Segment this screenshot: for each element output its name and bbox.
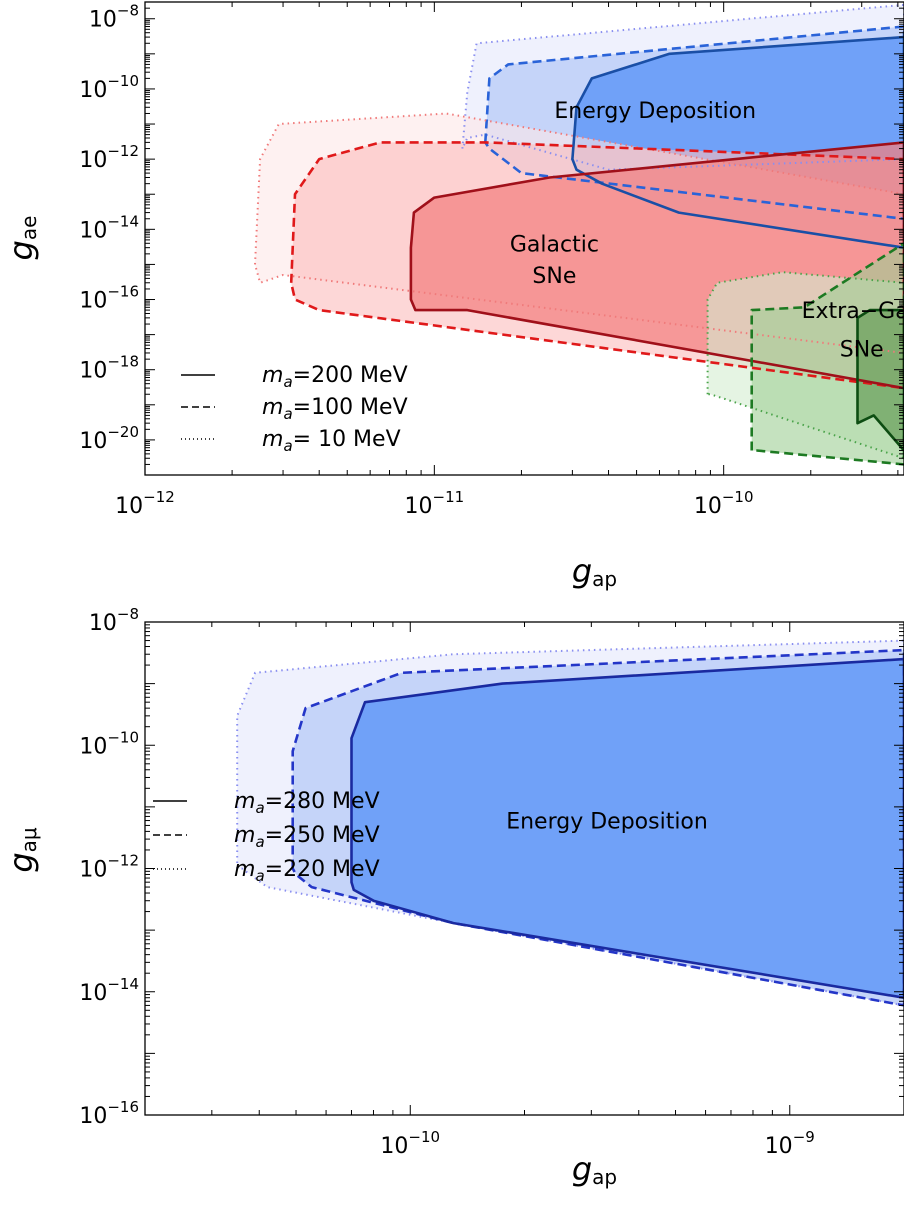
legend-label: ma=100 MeV xyxy=(262,395,408,423)
annotation-label: Extra−Gal. xyxy=(802,299,904,324)
y-axis-label: gaμ xyxy=(2,827,41,873)
x-axis-label: gap xyxy=(572,552,617,591)
region-fill-9 xyxy=(857,310,904,451)
plot-frame xyxy=(144,1,904,476)
panel-1: 10−12 10−11 10−10 10−8 10−10 10−12 10−14 10−16 1… xyxy=(2,1,904,591)
region-fill-3 xyxy=(351,659,904,998)
region-outline-2 xyxy=(483,25,904,221)
legend-label: ma=280 MeV xyxy=(234,789,380,817)
y-tick-label: 10−18 xyxy=(79,353,139,384)
x-tick-label: 10−10 xyxy=(380,1128,440,1159)
region-outline-8 xyxy=(750,242,904,466)
y-axis-label: gae xyxy=(2,216,41,261)
legend-label: ma=200 MeV xyxy=(262,363,408,391)
y-tick-label: 10−16 xyxy=(79,1098,139,1129)
plot-area xyxy=(236,639,904,1007)
plot-area xyxy=(254,3,904,466)
region-outline-3 xyxy=(350,657,904,1000)
annotation-label: Energy Deposition xyxy=(506,810,708,835)
x-axis-label: gap xyxy=(572,1150,617,1189)
y-tick-label: 10−10 xyxy=(79,728,139,759)
y-tick-label: 10−8 xyxy=(89,605,139,636)
x-tick-label: 10−12 xyxy=(115,488,175,519)
annotation-label: Energy Deposition xyxy=(554,99,756,124)
region-outline-6 xyxy=(409,141,904,390)
y-tick-label: 10−12 xyxy=(79,852,139,883)
region-outline-4 xyxy=(254,112,904,354)
y-tick-label: 10−14 xyxy=(79,975,139,1006)
region-outline-5 xyxy=(289,141,904,390)
legend-label: ma=220 MeV xyxy=(234,857,380,885)
panel-2: 10−10 10−9 10−8 10−10 10−12 10−14 10−16 gap gaμ E… xyxy=(2,605,904,1189)
legend-label: ma= 10 MeV xyxy=(262,427,401,455)
region-outline-3 xyxy=(571,35,904,249)
y-tick-label: 10−16 xyxy=(79,283,139,314)
x-tick-label: 10−11 xyxy=(405,488,465,519)
x-tick-label: 10−10 xyxy=(694,488,754,519)
annotation-label: Galactic xyxy=(510,232,599,257)
region-outline-9 xyxy=(856,308,904,452)
y-tick-label: 10−12 xyxy=(79,142,139,173)
y-tick-label: 10−14 xyxy=(79,212,139,243)
annotation-label: SNe xyxy=(840,338,884,363)
x-tick-label: 10−9 xyxy=(765,1128,815,1159)
legend-label: ma=250 MeV xyxy=(234,823,380,851)
region-outline-2 xyxy=(291,648,904,1007)
y-tick-label: 10−20 xyxy=(79,423,139,454)
y-tick-label: 10−8 xyxy=(89,2,139,33)
y-tick-label: 10−10 xyxy=(79,72,139,103)
annotation-label: SNe xyxy=(532,264,576,289)
